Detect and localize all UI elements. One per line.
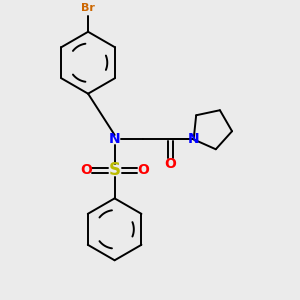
Text: Br: Br <box>81 4 95 14</box>
Text: N: N <box>109 132 120 146</box>
Text: S: S <box>109 161 121 179</box>
Text: N: N <box>188 132 200 146</box>
Text: O: O <box>165 157 177 171</box>
Text: O: O <box>137 164 149 177</box>
Text: O: O <box>80 164 92 177</box>
